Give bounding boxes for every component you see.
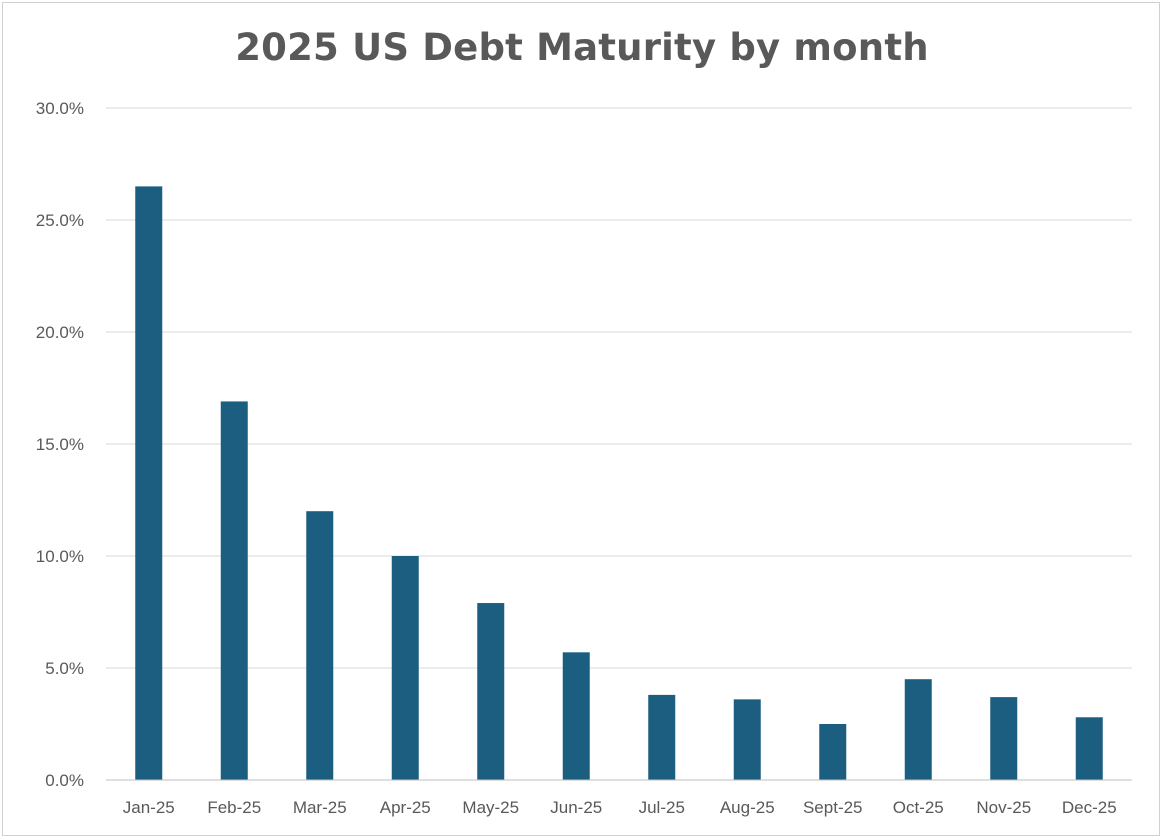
- bar: [391, 556, 419, 780]
- x-tick-label: Apr-25: [380, 798, 431, 817]
- x-tick-label: Jan-25: [123, 798, 175, 817]
- bar: [648, 694, 676, 780]
- gridlines: [106, 107, 1132, 669]
- y-tick-label: 0.0%: [45, 771, 84, 790]
- bar: [306, 511, 334, 780]
- bars: [135, 186, 1103, 780]
- x-tick-label: Aug-25: [720, 798, 775, 817]
- x-tick-label: Nov-25: [976, 798, 1031, 817]
- x-axis-ticks: Jan-25 Feb-25 Mar-25 Apr-25 May-25 Jun-25 Jul-…: [123, 798, 1117, 817]
- y-tick-label: 20.0%: [36, 323, 84, 342]
- y-tick-label: 15.0%: [36, 435, 84, 454]
- bar: [135, 186, 163, 780]
- y-axis-ticks: 0.0% 5.0% 10.0% 15.0% 20.0% 25.0% 30.0%: [36, 99, 84, 790]
- x-tick-label: Jun-25: [550, 798, 602, 817]
- bar: [1075, 717, 1103, 780]
- x-tick-label: Sept-25: [803, 798, 863, 817]
- y-tick-label: 30.0%: [36, 99, 84, 118]
- y-tick-label: 5.0%: [45, 659, 84, 678]
- bar: [220, 401, 248, 780]
- bar: [733, 699, 761, 780]
- bar: [990, 697, 1018, 780]
- x-tick-label: Jul-25: [639, 798, 685, 817]
- y-tick-label: 25.0%: [36, 211, 84, 230]
- x-tick-label: Feb-25: [207, 798, 261, 817]
- bar: [562, 652, 590, 780]
- y-tick-label: 10.0%: [36, 547, 84, 566]
- x-tick-label: Mar-25: [293, 798, 347, 817]
- x-tick-label: Oct-25: [893, 798, 944, 817]
- chart-title: 2025 US Debt Maturity by month: [235, 26, 929, 69]
- x-tick-label: May-25: [462, 798, 519, 817]
- x-tick-label: Dec-25: [1062, 798, 1117, 817]
- bar: [477, 603, 505, 780]
- bar: [904, 679, 932, 780]
- bar: [819, 724, 847, 780]
